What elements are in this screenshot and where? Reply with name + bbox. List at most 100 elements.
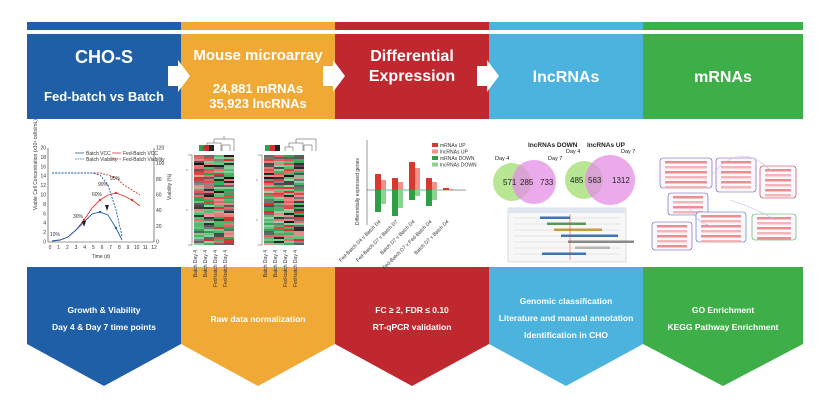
subtitle-mrnas-count: 24,881 mRNAs	[213, 81, 303, 96]
growth-xtick: 12	[151, 245, 157, 251]
diff-legend-item: lncRNAs UP	[440, 150, 468, 156]
diff-legend-item: mRNAs UP	[440, 143, 466, 149]
venn-up-left-label: Day 4	[566, 149, 580, 155]
heatmap-group: Batch Day 4 Batch Day 4 Batch Day 4 Batch D…	[186, 136, 317, 287]
arrow-right-icon	[323, 60, 345, 92]
heatmap-column-label: Fed-batch Day 4	[213, 250, 219, 287]
venn-down-right-circle	[512, 160, 556, 204]
growth-xtick: 7	[109, 245, 112, 251]
bar-lncrnas-down	[432, 190, 437, 200]
bottom-lnc-1: Genomic classification	[520, 296, 613, 306]
bar-mrnas-down	[409, 190, 415, 200]
growth-ytick: 6	[43, 211, 46, 217]
heatmap-column-label: Batch Day 4	[203, 250, 209, 277]
title-microarray: Mouse microarray	[193, 47, 323, 64]
growth-y2tick: 120	[156, 146, 165, 152]
venn-down-left-label: Day 4	[495, 156, 509, 162]
growth-ylabel: Viable Cell Concentration (x10⁶ cells/mL…	[33, 119, 39, 210]
growth-xtick: 11	[143, 245, 148, 251]
bar-mrnas-up	[443, 188, 449, 190]
growth-ytick: 2	[43, 230, 46, 236]
legend-batch-vcc: Batch VCC	[86, 151, 111, 157]
bar-mrnas-up	[409, 162, 415, 190]
annotation-90: 90%	[98, 182, 109, 188]
bottom-cho-s-2: Day 4 & Day 7 time points	[52, 322, 156, 332]
growth-y2label: Viability (%)	[167, 173, 173, 200]
top-bar-blue	[27, 22, 181, 30]
annotation-10: 10%	[50, 232, 61, 238]
bottom-mrna-1: GO Enrichment	[692, 305, 755, 315]
heatmap-column-label: Fed-batch Day 4	[223, 250, 229, 287]
growth-chart: Viable Cell Concentration (x10⁶ cells/mL…	[33, 119, 173, 260]
bar-lncrnas-up	[449, 189, 454, 190]
venn-down-title: lncRNAs DOWN	[528, 142, 578, 149]
growth-xtick: 4	[83, 245, 86, 251]
bar-lncrnas-up	[432, 182, 437, 190]
title-cho-s: CHO-S	[75, 47, 133, 67]
growth-xticks: 0 1 2 3 4 5 6 7 8 9 10 11 12	[49, 245, 157, 251]
batch-viability-line	[52, 172, 123, 237]
title-expression: Expression	[369, 68, 455, 85]
legend-fedbatch-vcc: Fed-Batch VCC	[123, 151, 158, 157]
bottom-diff-2: RT-qPCR validation	[373, 322, 452, 332]
column-chevron-lncrnas	[489, 344, 643, 386]
column-chevron-microarray	[181, 344, 335, 386]
bottom-lnc-2: Literature and manual annotation	[499, 313, 634, 323]
growth-ytick: 12	[40, 183, 46, 189]
growth-y2tick: 100	[156, 161, 165, 167]
title-lncrnas: lncRNAs	[533, 69, 600, 86]
growth-ytick: 20	[40, 146, 46, 152]
column-chevron-cho-s	[27, 344, 181, 386]
top-bar-cyan	[489, 22, 643, 30]
title-differential: Differential	[370, 48, 454, 65]
bar-mrnas-up	[426, 178, 432, 190]
batch-vcc-line	[51, 211, 123, 242]
bar-lncrnas-down	[381, 190, 386, 204]
bar-lncrnas-down	[398, 190, 403, 208]
growth-xlabel: Time (d)	[92, 254, 111, 260]
heatmap-column-label: Batch Day 4	[193, 250, 199, 277]
venn-up-left-value: 485	[570, 176, 584, 185]
panel-growth	[27, 119, 181, 267]
heatmap	[264, 155, 304, 245]
go-network	[651, 155, 797, 251]
venn-up-both-value: 563	[588, 176, 602, 185]
top-bar-red	[335, 22, 489, 30]
growth-yticks: 0 2 4 6 8 10 12 14 16 18 20	[40, 146, 46, 246]
growth-xtick: 2	[66, 245, 69, 251]
venn-up-right-label: Day 7	[621, 149, 635, 155]
venn-down-right-label: Day 7	[548, 156, 562, 162]
bottom-cho-s-1: Growth & Viability	[67, 305, 140, 315]
venn-down-both-value: 285	[520, 178, 534, 187]
growth-ytick: 10	[40, 193, 46, 199]
bar-mrnas-down	[392, 190, 398, 216]
venn-down-left-value: 571	[503, 178, 517, 187]
annotation-30: 30%	[73, 214, 84, 220]
heatmap-column-label: Batch Day 4	[273, 250, 279, 277]
growth-xtick: 9	[127, 245, 130, 251]
day7-marker-icon	[105, 205, 109, 211]
bottom-lnc-3: Identification in CHO	[524, 330, 608, 340]
growth-xtick: 1	[57, 245, 60, 251]
growth-xtick: 8	[118, 245, 121, 251]
bar-mrnas-down	[426, 190, 432, 206]
subtitle-cho-s: Fed-batch vs Batch	[44, 89, 164, 104]
heatmap-column-label: Fed-batch Day 4	[293, 250, 299, 287]
title-mrnas: mRNAs	[694, 69, 752, 86]
bar-mrnas-up	[392, 178, 398, 190]
growth-ytick: 8	[43, 202, 46, 208]
growth-y2tick: 20	[156, 224, 162, 230]
day4-marker-icon	[82, 221, 86, 227]
growth-y2tick: 60	[156, 193, 162, 199]
growth-ytick: 16	[40, 164, 46, 170]
bar-mrnas-up	[375, 174, 381, 190]
bar-lncrnas-up	[381, 180, 386, 190]
venn-up-title: lncRNAs UP	[587, 142, 626, 149]
venn-up-right-value: 1312	[612, 176, 630, 185]
growth-ytick: 4	[43, 221, 46, 227]
genome-browser-thumbnail	[507, 207, 634, 263]
growth-y2tick: 40	[156, 208, 162, 214]
legend-fedbatch-viability: Fed-Batch Viability	[123, 157, 165, 163]
